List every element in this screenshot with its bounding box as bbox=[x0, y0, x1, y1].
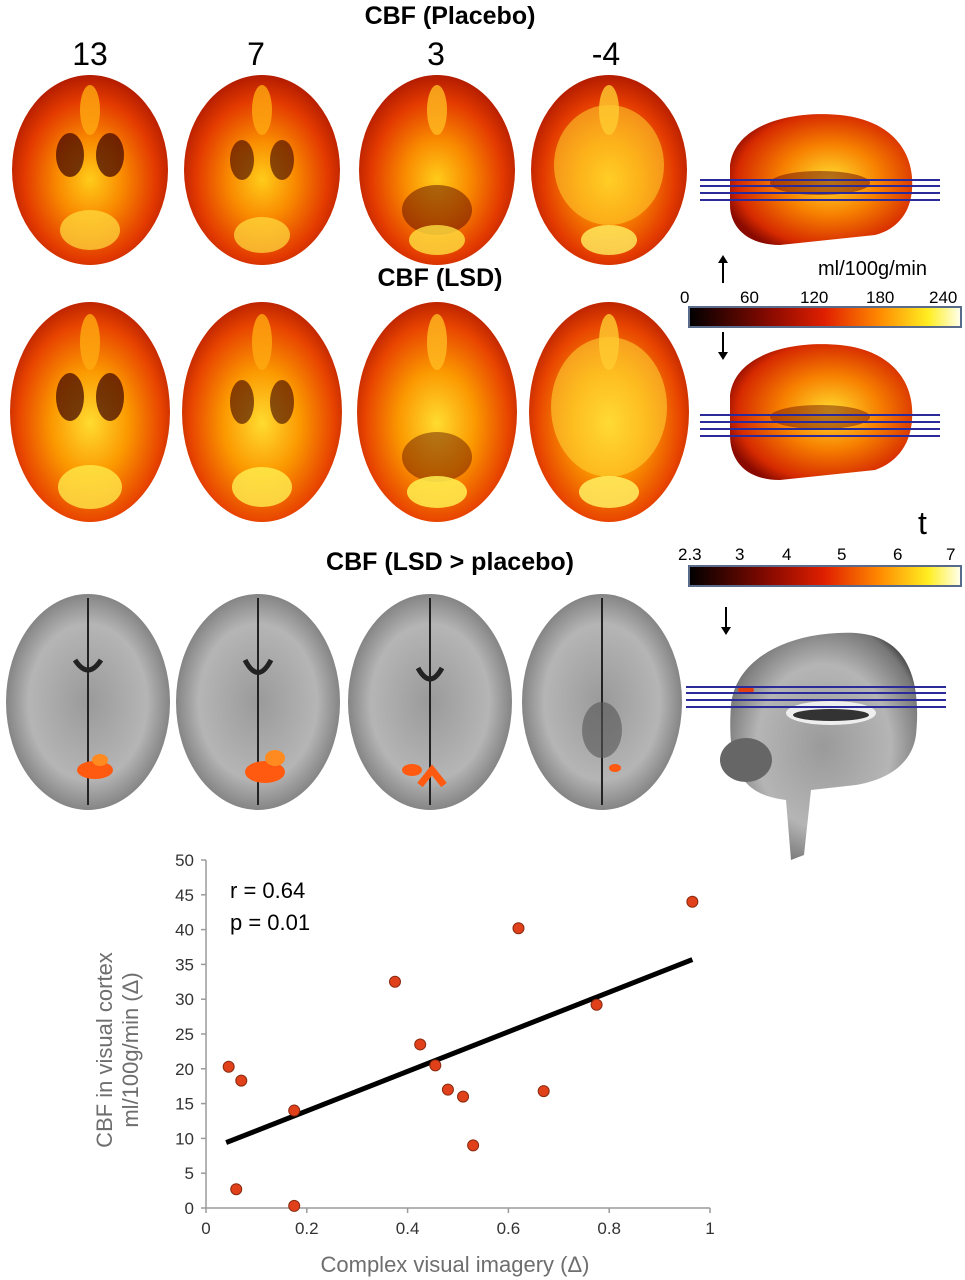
t-colorbar-tick: 3 bbox=[735, 545, 744, 565]
title-placebo: CBF (Placebo) bbox=[300, 2, 600, 31]
data-point bbox=[289, 1200, 300, 1211]
data-point bbox=[390, 976, 401, 987]
cbf-colorbar-unit: ml/100g/min bbox=[818, 258, 927, 281]
y-tick-label: 25 bbox=[175, 1025, 194, 1044]
data-point bbox=[513, 923, 524, 934]
t-colorbar-tick: 6 bbox=[893, 545, 902, 565]
arrow-up-icon bbox=[713, 255, 733, 285]
title-contrast: CBF (LSD > placebo) bbox=[270, 548, 630, 577]
y-tick-label: 35 bbox=[175, 955, 194, 974]
arrow-down-icon bbox=[713, 330, 733, 360]
t-colorbar bbox=[688, 565, 962, 587]
t-colorbar-tick: 5 bbox=[837, 545, 846, 565]
slice-label-neg4: -4 bbox=[566, 36, 646, 73]
lsd-axial-13 bbox=[10, 302, 170, 522]
t-colorbar-tick: 4 bbox=[782, 545, 791, 565]
cbf-colorbar-tick: 60 bbox=[740, 288, 759, 308]
cbf-colorbar-tick: 0 bbox=[680, 288, 689, 308]
data-point bbox=[231, 1184, 242, 1195]
data-point bbox=[223, 1061, 234, 1072]
cbf-colorbar-tick: 180 bbox=[866, 288, 894, 308]
x-tick-label: 0.4 bbox=[396, 1219, 420, 1238]
y-tick-label: 15 bbox=[175, 1095, 194, 1114]
slice-label-3: 3 bbox=[396, 36, 476, 73]
data-point bbox=[430, 1060, 441, 1071]
placebo-axial-7 bbox=[184, 75, 340, 265]
sagittal-structural bbox=[686, 625, 948, 870]
contrast-brain-row bbox=[0, 590, 700, 820]
data-point bbox=[289, 1105, 300, 1116]
y-tick-label: 50 bbox=[175, 851, 194, 870]
contrast-axial-3 bbox=[348, 594, 512, 810]
data-point bbox=[538, 1086, 549, 1097]
sagittal-placebo bbox=[700, 105, 945, 250]
x-tick-label: 0.8 bbox=[597, 1219, 621, 1238]
x-tick-label: 0.6 bbox=[497, 1219, 521, 1238]
annotation-r: r = 0.64 bbox=[230, 878, 305, 903]
data-point bbox=[687, 896, 698, 907]
scatter-chart: CBF in visual cortex ml/100g/min (Δ) Com… bbox=[80, 840, 760, 1280]
y-tick-label: 20 bbox=[175, 1060, 194, 1079]
y-tick-label: 5 bbox=[185, 1164, 194, 1183]
y-tick-label: 45 bbox=[175, 886, 194, 905]
data-point bbox=[236, 1075, 247, 1086]
data-point bbox=[591, 999, 602, 1010]
lsd-brain-row bbox=[0, 292, 700, 532]
contrast-axial-13 bbox=[6, 594, 170, 810]
t-colorbar-tick: 7 bbox=[946, 545, 955, 565]
annotation-p: p = 0.01 bbox=[230, 910, 310, 935]
cbf-colorbar-tick: 120 bbox=[800, 288, 828, 308]
data-point bbox=[458, 1091, 469, 1102]
y-axis-label-line1: CBF in visual cortex bbox=[92, 952, 117, 1148]
x-tick-label: 0 bbox=[201, 1219, 210, 1238]
y-tick-label: 10 bbox=[175, 1129, 194, 1148]
y-tick-label: 40 bbox=[175, 921, 194, 940]
y-axis-label-line2: ml/100g/min (Δ) bbox=[118, 972, 143, 1127]
y-axis-label: CBF in visual cortex ml/100g/min (Δ) bbox=[92, 952, 143, 1148]
placebo-axial-neg4 bbox=[531, 75, 687, 265]
contrast-axial-neg4 bbox=[522, 594, 682, 810]
y-tick-label: 30 bbox=[175, 990, 194, 1009]
data-point bbox=[468, 1140, 479, 1151]
lsd-axial-neg4 bbox=[529, 302, 689, 522]
placebo-brain-row bbox=[0, 70, 700, 270]
data-point bbox=[415, 1039, 426, 1050]
slice-label-13: 13 bbox=[50, 36, 130, 73]
y-tick-label: 0 bbox=[185, 1199, 194, 1218]
t-colorbar-unit: t bbox=[918, 505, 927, 542]
x-tick-label: 1 bbox=[705, 1219, 714, 1238]
t-colorbar-tick: 2.3 bbox=[678, 545, 702, 565]
slice-label-7: 7 bbox=[216, 36, 296, 73]
x-tick-label: 0.2 bbox=[295, 1219, 319, 1238]
cbf-colorbar-tick: 240 bbox=[929, 288, 957, 308]
lsd-axial-3 bbox=[357, 302, 517, 522]
cbf-colorbar bbox=[688, 306, 962, 328]
sagittal-lsd bbox=[700, 335, 945, 485]
x-axis-label: Complex visual imagery (Δ) bbox=[321, 1252, 590, 1277]
contrast-axial-7 bbox=[176, 594, 340, 810]
lsd-axial-7 bbox=[182, 302, 342, 522]
placebo-axial-3 bbox=[359, 75, 515, 265]
data-point bbox=[442, 1084, 453, 1095]
placebo-axial-13 bbox=[12, 75, 168, 265]
